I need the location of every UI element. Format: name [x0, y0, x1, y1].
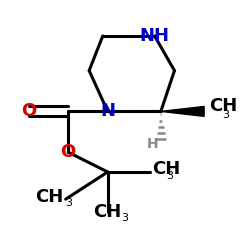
Text: O: O [21, 102, 36, 120]
Text: 3: 3 [223, 110, 230, 120]
Polygon shape [161, 106, 204, 116]
Text: H: H [147, 136, 158, 150]
Text: CH: CH [152, 160, 180, 178]
Text: O: O [60, 143, 76, 161]
Text: CH: CH [35, 188, 63, 206]
Text: 3: 3 [121, 213, 128, 223]
Text: CH: CH [94, 202, 122, 220]
Text: CH: CH [209, 98, 237, 116]
Text: N: N [100, 102, 115, 120]
Text: NH: NH [140, 27, 170, 45]
Text: 3: 3 [166, 171, 173, 181]
Text: 3: 3 [65, 198, 72, 208]
